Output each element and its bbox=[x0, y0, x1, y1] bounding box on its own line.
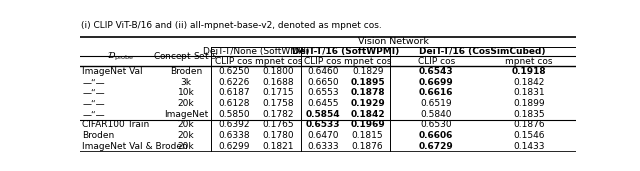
Text: 0.6226: 0.6226 bbox=[218, 78, 250, 87]
Text: ImageNet Val: ImageNet Val bbox=[83, 67, 143, 76]
Text: 0.1842: 0.1842 bbox=[513, 78, 545, 87]
Text: 0.1433: 0.1433 bbox=[513, 142, 545, 151]
Text: —“—: —“— bbox=[83, 110, 105, 119]
Text: 0.5840: 0.5840 bbox=[420, 110, 452, 119]
Text: 10k: 10k bbox=[177, 88, 195, 97]
Text: Vision Network: Vision Network bbox=[358, 37, 429, 46]
Text: CLIP cos: CLIP cos bbox=[305, 57, 342, 66]
Text: 0.1782: 0.1782 bbox=[262, 110, 294, 119]
Text: 0.6187: 0.6187 bbox=[218, 88, 250, 97]
Text: 0.1758: 0.1758 bbox=[262, 99, 294, 108]
Text: 0.1815: 0.1815 bbox=[352, 131, 383, 140]
Text: 20k: 20k bbox=[177, 99, 194, 108]
Text: 0.6128: 0.6128 bbox=[218, 99, 250, 108]
Text: 0.6553: 0.6553 bbox=[307, 88, 339, 97]
Text: 20k: 20k bbox=[177, 120, 194, 129]
Text: 0.6543: 0.6543 bbox=[419, 67, 454, 76]
Text: CLIP cos: CLIP cos bbox=[215, 57, 252, 66]
Text: DeiT-T/None (SoftWMPI): DeiT-T/None (SoftWMPI) bbox=[203, 47, 309, 56]
Text: 0.6299: 0.6299 bbox=[218, 142, 250, 151]
Text: Concept Set $\mathcal{S}$: Concept Set $\mathcal{S}$ bbox=[153, 50, 219, 63]
Text: 0.6470: 0.6470 bbox=[307, 131, 339, 140]
Text: 0.1831: 0.1831 bbox=[513, 88, 545, 97]
Text: mpnet cos: mpnet cos bbox=[505, 57, 552, 66]
Text: 0.6455: 0.6455 bbox=[307, 99, 339, 108]
Text: 0.1715: 0.1715 bbox=[262, 88, 294, 97]
Text: 0.6729: 0.6729 bbox=[419, 142, 454, 151]
Text: 20k: 20k bbox=[177, 131, 194, 140]
Text: CIFAR100 Train: CIFAR100 Train bbox=[83, 120, 150, 129]
Text: —“—: —“— bbox=[83, 78, 105, 87]
Text: 0.6333: 0.6333 bbox=[307, 142, 339, 151]
Text: 0.1829: 0.1829 bbox=[352, 67, 383, 76]
Text: CLIP cos: CLIP cos bbox=[418, 57, 455, 66]
Text: 0.6519: 0.6519 bbox=[420, 99, 452, 108]
Text: 0.6250: 0.6250 bbox=[218, 67, 250, 76]
Text: 0.1546: 0.1546 bbox=[513, 131, 545, 140]
Text: Broden: Broden bbox=[170, 67, 202, 76]
Text: 0.1780: 0.1780 bbox=[262, 131, 294, 140]
Text: 3k: 3k bbox=[180, 78, 191, 87]
Text: ImageNet: ImageNet bbox=[164, 110, 208, 119]
Text: 0.6533: 0.6533 bbox=[306, 120, 340, 129]
Text: 0.6460: 0.6460 bbox=[307, 67, 339, 76]
Text: 0.1899: 0.1899 bbox=[513, 99, 545, 108]
Text: 0.1821: 0.1821 bbox=[262, 142, 294, 151]
Text: —“—: —“— bbox=[83, 88, 105, 97]
Text: 0.6606: 0.6606 bbox=[419, 131, 453, 140]
Text: 0.5854: 0.5854 bbox=[306, 110, 340, 119]
Text: DeiT-T/16 (CosSimCubed): DeiT-T/16 (CosSimCubed) bbox=[419, 47, 546, 56]
Text: 0.6616: 0.6616 bbox=[419, 88, 454, 97]
Text: 0.6530: 0.6530 bbox=[420, 120, 452, 129]
Text: 0.1876: 0.1876 bbox=[352, 142, 383, 151]
Text: 0.1929: 0.1929 bbox=[350, 99, 385, 108]
Text: 0.5850: 0.5850 bbox=[218, 110, 250, 119]
Text: 0.1918: 0.1918 bbox=[511, 67, 546, 76]
Text: 0.1800: 0.1800 bbox=[262, 67, 294, 76]
Text: mpnet cos: mpnet cos bbox=[255, 57, 302, 66]
Text: 0.6650: 0.6650 bbox=[307, 78, 339, 87]
Text: 0.1842: 0.1842 bbox=[350, 110, 385, 119]
Text: DeiT-T/16 (SoftWPMI): DeiT-T/16 (SoftWPMI) bbox=[292, 47, 399, 56]
Text: mpnet cos: mpnet cos bbox=[344, 57, 392, 66]
Text: 20k: 20k bbox=[177, 142, 194, 151]
Text: (i) CLIP ViT-B/16 and (ii) all-mpnet-base-v2, denoted as mpnet cos.: (i) CLIP ViT-B/16 and (ii) all-mpnet-bas… bbox=[81, 21, 381, 30]
Text: 0.1688: 0.1688 bbox=[262, 78, 294, 87]
Text: 0.1876: 0.1876 bbox=[513, 120, 545, 129]
Text: 0.1969: 0.1969 bbox=[350, 120, 385, 129]
Text: $\mathcal{D}_{\mathrm{probe}}$: $\mathcal{D}_{\mathrm{probe}}$ bbox=[107, 50, 134, 63]
Text: —“—: —“— bbox=[83, 99, 105, 108]
Text: 0.1878: 0.1878 bbox=[350, 88, 385, 97]
Text: 0.1765: 0.1765 bbox=[262, 120, 294, 129]
Text: 0.6392: 0.6392 bbox=[218, 120, 250, 129]
Text: 0.1895: 0.1895 bbox=[350, 78, 385, 87]
Text: 0.6699: 0.6699 bbox=[419, 78, 454, 87]
Text: 0.1835: 0.1835 bbox=[513, 110, 545, 119]
Text: 0.6338: 0.6338 bbox=[218, 131, 250, 140]
Text: Broden: Broden bbox=[83, 131, 115, 140]
Text: ImageNet Val & Broden: ImageNet Val & Broden bbox=[83, 142, 188, 151]
